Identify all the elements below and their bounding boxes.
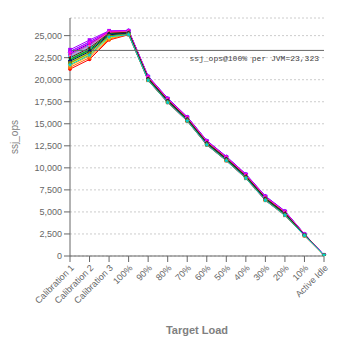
svg-text:10,000: 10,000: [34, 163, 62, 173]
svg-text:20%: 20%: [271, 263, 291, 283]
svg-text:40%: 40%: [232, 263, 252, 283]
svg-text:60%: 60%: [193, 263, 213, 283]
svg-text:7,500: 7,500: [39, 185, 62, 195]
svg-text:50%: 50%: [212, 263, 232, 283]
svg-text:15,000: 15,000: [34, 119, 62, 129]
svg-text:Calibration 3: Calibration 3: [72, 263, 115, 306]
svg-text:ssj_ops: ssj_ops: [9, 120, 20, 154]
svg-text:0: 0: [57, 251, 62, 261]
svg-text:17,500: 17,500: [34, 97, 62, 107]
svg-text:100%: 100%: [111, 263, 134, 286]
svg-text:90%: 90%: [134, 263, 154, 283]
svg-text:Calibration 1: Calibration 1: [33, 262, 76, 306]
svg-text:5,000: 5,000: [39, 207, 62, 217]
svg-text:Calibration 2: Calibration 2: [52, 262, 96, 306]
svg-text:20,000: 20,000: [34, 75, 62, 85]
svg-text:10%: 10%: [290, 262, 311, 283]
svg-text:ssj_ops@100% per JVM=23,323: ssj_ops@100% per JVM=23,323: [189, 54, 319, 63]
svg-text:22,500: 22,500: [34, 53, 62, 63]
svg-text:Active Idle: Active Idle: [293, 263, 329, 299]
svg-text:80%: 80%: [154, 263, 174, 283]
svg-text:12,500: 12,500: [34, 141, 62, 151]
svg-text:30%: 30%: [252, 263, 272, 283]
svg-text:70%: 70%: [173, 263, 193, 283]
svg-text:Target Load: Target Load: [166, 324, 228, 336]
svg-text:2,500: 2,500: [39, 229, 62, 239]
svg-text:25,000: 25,000: [34, 31, 62, 41]
